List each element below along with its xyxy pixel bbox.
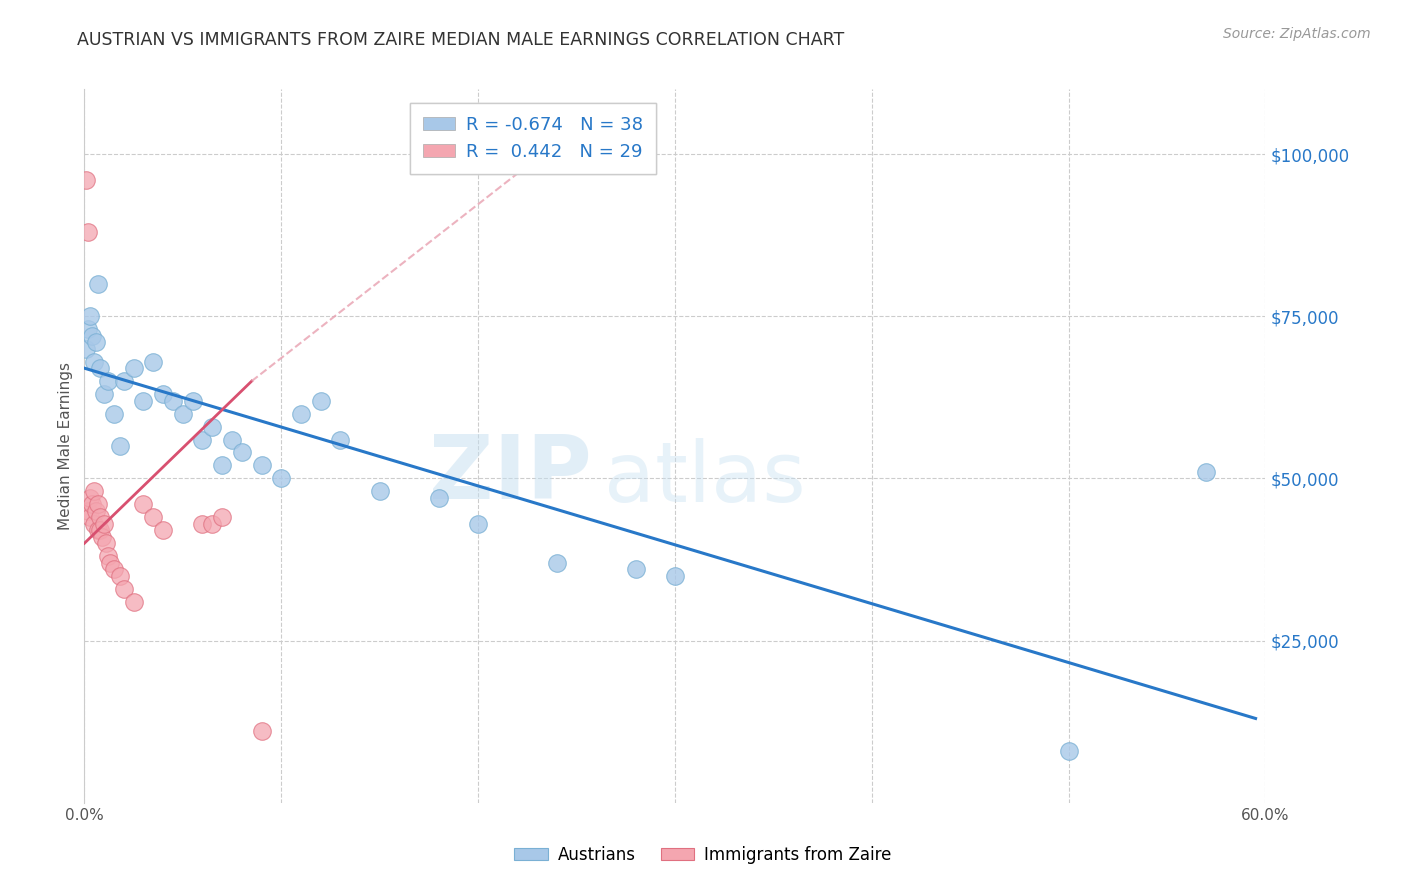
Point	[82, 328, 104, 343]
Point	[122, 361, 145, 376]
Point	[79, 491, 101, 505]
Point	[77, 504, 100, 518]
Point	[83, 484, 105, 499]
Point	[112, 582, 135, 596]
Point	[89, 510, 111, 524]
Point	[93, 387, 115, 401]
Point	[132, 497, 155, 511]
Point	[83, 354, 105, 368]
Point	[77, 225, 100, 239]
Point	[82, 497, 104, 511]
Point	[172, 407, 194, 421]
Point	[250, 458, 273, 473]
Point	[108, 568, 131, 582]
Point	[103, 562, 125, 576]
Point	[97, 549, 120, 564]
Point	[142, 354, 165, 368]
Point	[93, 516, 115, 531]
Point	[112, 374, 135, 388]
Point	[87, 524, 110, 538]
Text: atlas: atlas	[605, 438, 806, 518]
Point	[191, 516, 214, 531]
Point	[79, 310, 101, 324]
Point	[201, 516, 224, 531]
Point	[250, 724, 273, 739]
Point	[1195, 465, 1218, 479]
Point	[290, 407, 312, 421]
Point	[122, 595, 145, 609]
Point	[467, 516, 489, 531]
Point	[201, 419, 224, 434]
Point	[329, 433, 352, 447]
Y-axis label: Median Male Earnings: Median Male Earnings	[58, 362, 73, 530]
Point	[624, 562, 647, 576]
Point	[427, 491, 450, 505]
Point	[152, 524, 174, 538]
Point	[368, 484, 391, 499]
Point	[152, 387, 174, 401]
Point	[1057, 744, 1080, 758]
Point	[84, 335, 107, 350]
Text: Source: ZipAtlas.com: Source: ZipAtlas.com	[1223, 27, 1371, 41]
Point	[94, 536, 117, 550]
Point	[84, 504, 107, 518]
Point	[77, 322, 100, 336]
Legend: R = -0.674   N = 38, R =  0.442   N = 29: R = -0.674 N = 38, R = 0.442 N = 29	[411, 103, 657, 174]
Point	[231, 445, 253, 459]
Text: ZIP: ZIP	[429, 431, 592, 518]
Point	[98, 556, 121, 570]
Point	[103, 407, 125, 421]
Point	[108, 439, 131, 453]
Point	[221, 433, 243, 447]
Point	[211, 510, 233, 524]
Point	[132, 393, 155, 408]
Point	[89, 361, 111, 376]
Point	[191, 433, 214, 447]
Point	[309, 393, 332, 408]
Text: AUSTRIAN VS IMMIGRANTS FROM ZAIRE MEDIAN MALE EARNINGS CORRELATION CHART: AUSTRIAN VS IMMIGRANTS FROM ZAIRE MEDIAN…	[77, 31, 845, 49]
Point	[270, 471, 292, 485]
Point	[75, 342, 97, 356]
Point	[162, 393, 184, 408]
Point	[87, 277, 110, 291]
Point	[546, 556, 568, 570]
Point	[142, 510, 165, 524]
Point	[181, 393, 204, 408]
Point	[79, 510, 101, 524]
Point	[97, 374, 120, 388]
Point	[75, 173, 97, 187]
Point	[87, 497, 110, 511]
Point	[91, 530, 114, 544]
Point	[83, 516, 105, 531]
Point	[89, 524, 111, 538]
Point	[211, 458, 233, 473]
Point	[664, 568, 686, 582]
Legend: Austrians, Immigrants from Zaire: Austrians, Immigrants from Zaire	[508, 839, 898, 871]
